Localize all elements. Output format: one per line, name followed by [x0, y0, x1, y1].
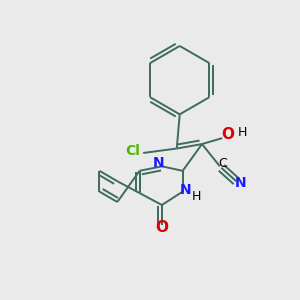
- Text: N: N: [235, 176, 247, 190]
- Text: H: H: [191, 190, 201, 202]
- Text: Cl: Cl: [126, 144, 140, 158]
- Text: O: O: [155, 220, 168, 236]
- Text: H: H: [238, 126, 247, 139]
- Text: N: N: [153, 156, 165, 170]
- Text: N: N: [179, 183, 191, 197]
- Text: C: C: [218, 157, 227, 170]
- Text: O: O: [221, 127, 234, 142]
